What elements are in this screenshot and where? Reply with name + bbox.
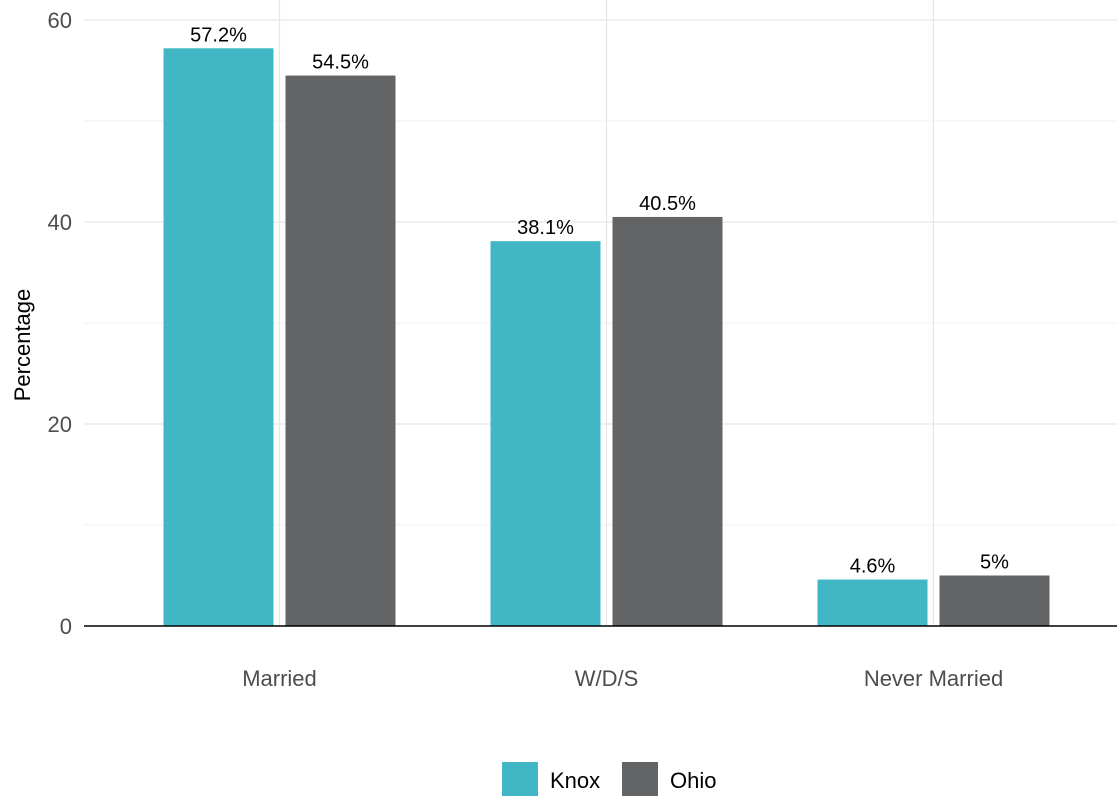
y-axis-title: Percentage bbox=[10, 289, 35, 402]
y-tick-label: 40 bbox=[48, 210, 72, 235]
legend-swatch-knox bbox=[502, 762, 538, 796]
y-tick-label: 0 bbox=[60, 614, 72, 639]
data-label: 38.1% bbox=[517, 217, 574, 239]
x-tick-label: Never Married bbox=[864, 666, 1003, 691]
bars bbox=[163, 48, 1050, 627]
y-axis-ticks: 0 20 40 60 bbox=[48, 8, 72, 639]
x-tick-label: W/D/S bbox=[575, 666, 639, 691]
bar-ohio-0 bbox=[285, 75, 396, 627]
bar-knox-2 bbox=[817, 579, 928, 626]
data-label: 5% bbox=[980, 552, 1009, 574]
data-labels: 57.2% 38.1% 4.6% 54.5% 40.5% 5% bbox=[190, 24, 1009, 577]
data-label: 4.6% bbox=[850, 556, 896, 578]
y-tick-label: 20 bbox=[48, 412, 72, 437]
bar-ohio-2 bbox=[939, 575, 1050, 626]
x-tick-label: Married bbox=[242, 666, 317, 691]
data-label: 57.2% bbox=[190, 24, 247, 46]
bar-knox-1 bbox=[490, 241, 601, 626]
legend-label-ohio: Ohio bbox=[670, 768, 716, 793]
data-label: 54.5% bbox=[312, 52, 369, 74]
data-label: 40.5% bbox=[639, 193, 696, 215]
legend-label-knox: Knox bbox=[550, 768, 600, 793]
legend-swatch-ohio bbox=[622, 762, 658, 796]
bar-knox-0 bbox=[163, 48, 274, 626]
legend: Knox Ohio bbox=[502, 762, 716, 796]
bar-ohio-1 bbox=[612, 216, 723, 626]
y-tick-label: 60 bbox=[48, 8, 72, 33]
x-axis-ticks: Married W/D/S Never Married bbox=[242, 666, 1003, 691]
